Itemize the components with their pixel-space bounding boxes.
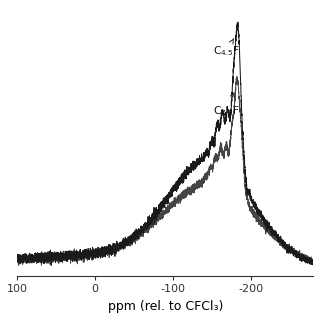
X-axis label: ppm (rel. to CFCl₃): ppm (rel. to CFCl₃)	[108, 300, 223, 313]
Text: C$_{7.3}$F: C$_{7.3}$F	[213, 93, 240, 118]
Text: C$_{4.5}$F: C$_{4.5}$F	[213, 38, 240, 58]
